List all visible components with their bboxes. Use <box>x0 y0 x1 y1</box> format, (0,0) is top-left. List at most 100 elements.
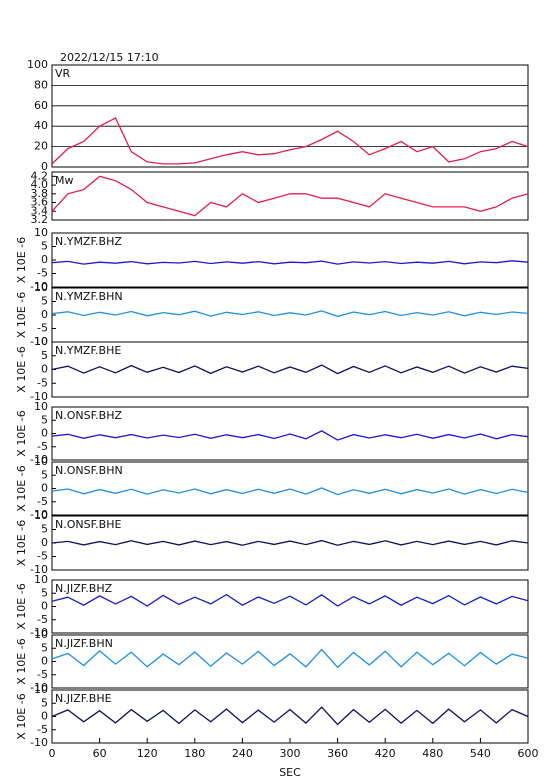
y-tick-label: -10 <box>30 280 48 293</box>
y-axis-label: X 10E -6 <box>15 520 28 566</box>
y-tick-label: 4.2 <box>31 169 49 182</box>
x-tick-label: 240 <box>232 747 253 760</box>
y-tick-label: 4.0 <box>31 178 49 191</box>
panel-label: N.ONSF.BHE <box>55 518 121 531</box>
y-tick-label: 0 <box>41 363 48 376</box>
y-tick-label: 0 <box>41 600 48 613</box>
x-tick-label: 0 <box>49 747 56 760</box>
trace <box>51 310 529 318</box>
x-axis-label: SEC <box>279 766 301 779</box>
trace <box>51 648 529 669</box>
x-tick-label: 540 <box>470 747 491 760</box>
y-tick-label: 5 <box>41 696 48 709</box>
trace <box>51 539 529 546</box>
trace <box>51 175 529 217</box>
panel-label: Mw <box>55 174 74 187</box>
y-tick-label: 10 <box>34 573 48 586</box>
y-tick-label: 80 <box>34 78 48 91</box>
y-tick-label: 5 <box>41 641 48 654</box>
y-tick-label: -10 <box>30 453 48 466</box>
x-tick-label: 360 <box>327 747 348 760</box>
y-tick-label: 10 <box>34 335 48 348</box>
trace <box>51 117 529 165</box>
y-tick-label: -5 <box>37 613 48 626</box>
panel-label: N.JIZF.BHZ <box>55 582 113 595</box>
panel-label: N.ONSF.BHN <box>55 464 123 477</box>
y-tick-label: 5 <box>41 295 48 308</box>
x-tick-label: 120 <box>137 747 158 760</box>
y-axis-label: X 10E -6 <box>15 583 28 629</box>
y-tick-label: 20 <box>34 140 48 153</box>
y-axis-label: X 10E -6 <box>15 237 28 283</box>
y-tick-label: -5 <box>37 322 48 335</box>
y-tick-label: 10 <box>34 400 48 413</box>
y-tick-label: 0 <box>41 655 48 668</box>
y-tick-label: 10 <box>34 226 48 239</box>
panel-label: VR <box>55 67 71 80</box>
y-tick-label: -5 <box>37 440 48 453</box>
y-tick-label: 3.2 <box>31 213 49 226</box>
y-axis-label: X 10E -6 <box>15 292 28 338</box>
panel-frame <box>51 634 529 689</box>
y-tick-label: 5 <box>41 349 48 362</box>
y-tick-label: 10 <box>34 628 48 641</box>
trace <box>51 706 529 726</box>
x-tick-label: 480 <box>422 747 443 760</box>
x-tick-label: 420 <box>375 747 396 760</box>
y-tick-label: 0 <box>41 710 48 723</box>
trace <box>51 364 529 375</box>
y-tick-label: 10 <box>34 455 48 468</box>
panel-frame <box>51 64 529 168</box>
y-tick-label: 3.4 <box>31 204 49 217</box>
y-tick-label: -10 <box>30 508 48 521</box>
y-tick-label: 0 <box>41 536 48 549</box>
y-tick-label: -5 <box>37 550 48 563</box>
panel-frame <box>51 287 529 343</box>
y-tick-label: -10 <box>30 390 48 403</box>
trace <box>51 260 529 265</box>
y-axis-label: X 10E -6 <box>15 410 28 456</box>
y-tick-label: -5 <box>37 723 48 736</box>
y-axis-label: X 10E -6 <box>15 693 28 739</box>
panel-label: N.YMZF.BHN <box>55 290 123 303</box>
y-tick-label: 10 <box>34 683 48 696</box>
y-tick-label: 0 <box>41 160 48 173</box>
y-tick-label: 0 <box>41 427 48 440</box>
y-tick-label: -10 <box>30 563 48 576</box>
y-tick-label: 60 <box>34 99 48 112</box>
y-tick-label: 5 <box>41 468 48 481</box>
y-tick-label: -5 <box>37 267 48 280</box>
panel-frame <box>51 579 529 634</box>
panel-frame <box>51 232 529 288</box>
trace <box>51 487 529 496</box>
panel-label: N.JIZF.BHN <box>55 637 113 650</box>
y-tick-label: 3.8 <box>31 187 49 200</box>
y-tick-label: 10 <box>34 509 48 522</box>
panel-frame <box>51 171 529 221</box>
x-tick-label: 180 <box>184 747 205 760</box>
trace <box>51 593 529 607</box>
y-tick-label: 5 <box>41 240 48 253</box>
y-tick-label: -10 <box>30 736 48 749</box>
y-tick-label: -10 <box>30 335 48 348</box>
trace <box>51 430 529 441</box>
y-tick-label: 5 <box>41 586 48 599</box>
y-tick-label: -10 <box>30 626 48 639</box>
y-tick-label: -5 <box>37 668 48 681</box>
y-axis-label: X 10E -6 <box>15 346 28 392</box>
y-tick-label: -10 <box>30 681 48 694</box>
y-tick-label: 5 <box>41 413 48 426</box>
y-tick-label: 10 <box>34 281 48 294</box>
y-tick-label: -5 <box>37 376 48 389</box>
x-tick-label: 60 <box>93 747 107 760</box>
y-tick-label: 3.6 <box>31 196 49 209</box>
y-tick-label: 0 <box>41 253 48 266</box>
y-tick-label: -5 <box>37 495 48 508</box>
y-tick-label: 100 <box>27 58 48 71</box>
y-tick-label: 40 <box>34 119 48 132</box>
y-axis-label: X 10E -6 <box>15 638 28 684</box>
y-axis-label: X 10E -6 <box>15 465 28 511</box>
panel-label: N.YMZF.BHE <box>55 344 121 357</box>
x-tick-label: 300 <box>280 747 301 760</box>
